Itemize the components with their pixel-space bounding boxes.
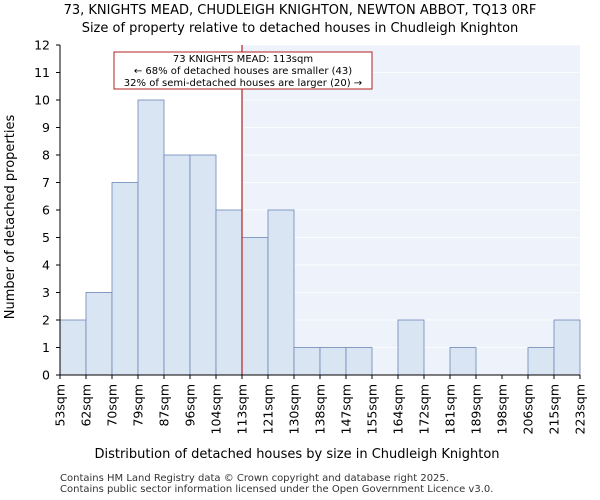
- x-ticks: 53sqm 62sqm 70sqm 79sqm 87sqm 96sqm 104sqm 113s…: [53, 375, 588, 434]
- x-tick-label: 138sqm: [313, 384, 328, 434]
- x-tick-label: 113sqm: [235, 384, 250, 434]
- footer-line-2: Contains public sector information licen…: [60, 484, 494, 495]
- x-tick-label: 164sqm: [391, 384, 406, 434]
- x-tick-label: 147sqm: [339, 384, 354, 434]
- y-tick-label: 7: [42, 175, 50, 190]
- x-tick-label: 181sqm: [443, 384, 458, 434]
- x-tick-label: 155sqm: [365, 384, 380, 434]
- bar-62sqm: [85, 292, 113, 376]
- y-tick-label: 9: [42, 120, 50, 135]
- bar-79sqm: [137, 99, 165, 376]
- bar-164sqm: [397, 319, 425, 376]
- x-tick-label: 70sqm: [105, 384, 120, 427]
- bar-130sqm: [293, 347, 321, 376]
- y-tick-label: 8: [42, 148, 50, 163]
- bar-147sqm: [345, 347, 373, 376]
- y-tick-label: 11: [34, 65, 50, 80]
- x-tick-label: 215sqm: [547, 384, 562, 434]
- bar-215sqm: [553, 319, 581, 376]
- x-tick-label: 79sqm: [131, 384, 146, 427]
- y-tick-label: 4: [42, 258, 50, 273]
- bar-138sqm: [319, 347, 347, 376]
- x-tick-label: 130sqm: [287, 384, 302, 434]
- x-tick-label: 62sqm: [79, 384, 94, 427]
- y-tick-label: 3: [42, 285, 50, 300]
- x-tick-label: 53sqm: [53, 384, 68, 427]
- bar-121sqm: [267, 209, 295, 376]
- y-tick-label: 1: [42, 340, 50, 355]
- annotation-line-3: 32% of semi-detached houses are larger (…: [124, 78, 362, 89]
- bar-181sqm: [449, 347, 477, 376]
- bar-96sqm: [189, 154, 217, 376]
- x-tick-label: 104sqm: [209, 384, 224, 434]
- x-tick-label: 172sqm: [417, 384, 432, 434]
- y-tick-label: 10: [34, 93, 50, 108]
- x-tick-label: 121sqm: [261, 384, 276, 434]
- bar-206sqm: [527, 347, 555, 376]
- x-axis-label: Distribution of detached houses by size …: [94, 447, 499, 462]
- x-tick-label: 223sqm: [573, 384, 588, 434]
- bar-113sqm: [241, 237, 269, 376]
- chart-title-line1: 73, KNIGHTS MEAD, CHUDLEIGH KNIGHTON, NE…: [64, 3, 537, 18]
- y-tick-label: 2: [42, 313, 50, 328]
- y-tick-label: 0: [42, 368, 50, 383]
- annotation-line-2: ← 68% of detached houses are smaller (43…: [134, 66, 352, 77]
- chart-title-line2: Size of property relative to detached ho…: [82, 21, 519, 36]
- x-tick-label: 96sqm: [183, 384, 198, 427]
- bar-104sqm: [215, 209, 243, 376]
- bar-53sqm: [59, 319, 87, 376]
- footer-line-1: Contains HM Land Registry data © Crown c…: [60, 473, 449, 484]
- x-tick-label: 206sqm: [521, 384, 536, 434]
- y-tick-label: 5: [42, 230, 50, 245]
- x-tick-label: 189sqm: [469, 384, 484, 434]
- bars: [59, 99, 581, 376]
- y-axis-label: Number of detached properties: [3, 115, 18, 320]
- y-tick-label: 6: [42, 203, 50, 218]
- bar-87sqm: [163, 154, 191, 376]
- x-tick-label: 198sqm: [495, 384, 510, 434]
- bar-70sqm: [111, 182, 139, 376]
- annotation-box: 73 KNIGHTS MEAD: 113sqm ← 68% of detache…: [113, 51, 373, 90]
- annotation-border: [113, 51, 373, 90]
- annotation-line-1: 73 KNIGHTS MEAD: 113sqm: [173, 54, 313, 65]
- y-tick-label: 12: [34, 38, 50, 53]
- x-tick-label: 87sqm: [157, 384, 172, 427]
